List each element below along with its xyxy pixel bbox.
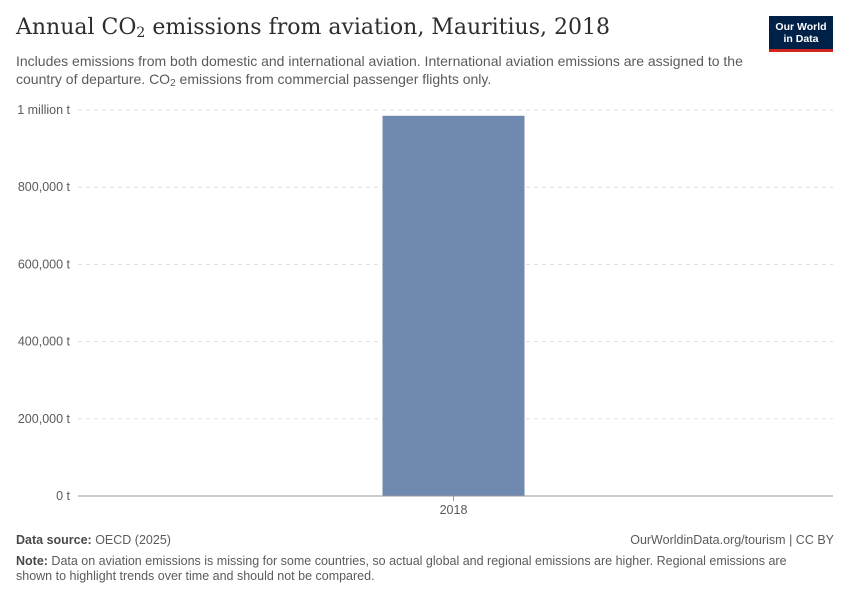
x-tick-label: 2018 [440,503,468,517]
y-tick-label: 0 t [56,489,70,503]
license-link[interactable]: OurWorldinData.org/tourism | CC BY [630,533,834,547]
owid-logo[interactable]: Our World in Data [769,16,833,52]
chart-subtitle: Includes emissions from both domestic an… [16,53,743,89]
bar [382,115,525,496]
y-tick-label: 400,000 t [18,335,71,349]
chart-note: Note: Data on aviation emissions is miss… [16,554,787,583]
logo-line-2: in Data [783,33,819,45]
logo-line-1: Our World [775,21,827,33]
y-tick-label: 1 million t [17,103,70,117]
chart-title: Annual CO2 emissions from aviation, Maur… [16,15,610,41]
y-tick-label: 200,000 t [18,412,71,426]
y-tick-label: 800,000 t [18,180,71,194]
y-tick-label: 600,000 t [18,257,71,271]
data-source-link[interactable]: OECD (2025) [91,533,171,547]
data-source: Data source: OECD (2025) [16,533,171,547]
